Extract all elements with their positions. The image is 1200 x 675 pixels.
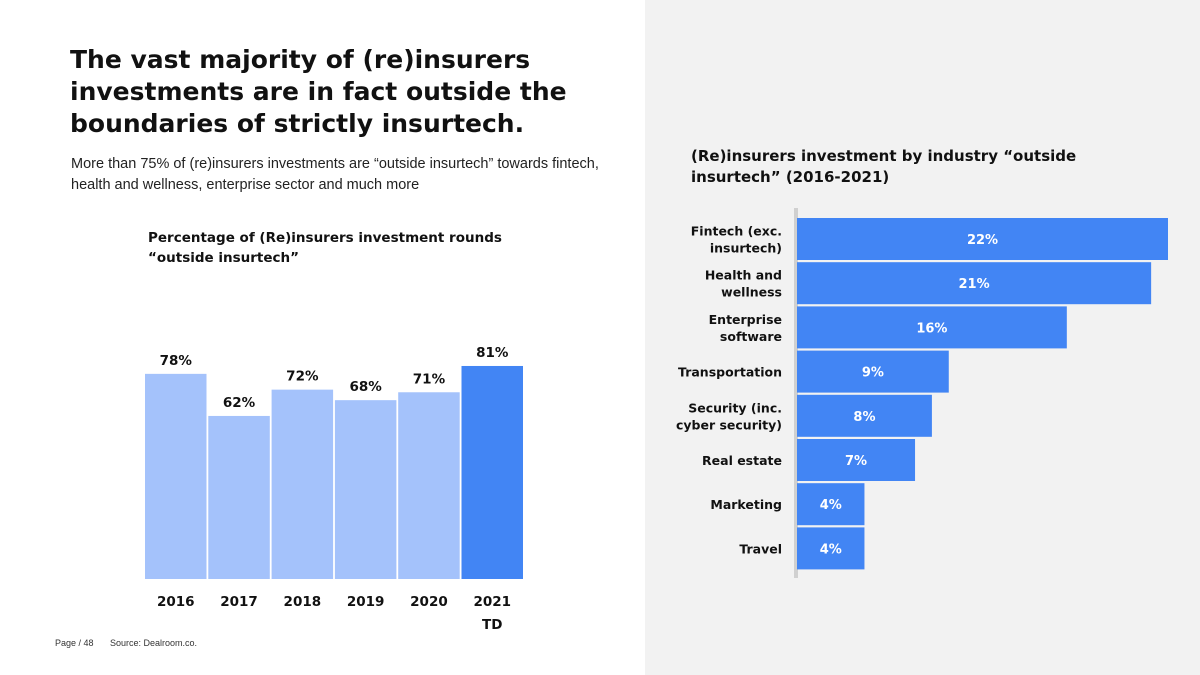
industry-bar (797, 439, 916, 481)
industry-bar-value-label: 21% (959, 277, 990, 292)
industry-bar (797, 218, 1168, 260)
page-title: The vast majority of (re)insurers invest… (70, 45, 567, 138)
industry-bar (797, 350, 949, 393)
industry-bar-value-label: 7% (845, 454, 867, 469)
industry-bar-value-label: 4% (820, 498, 842, 513)
year-axis-label: 2016 (157, 594, 195, 610)
year-axis-sublabel: TD (482, 617, 502, 633)
industry-bar (797, 483, 865, 526)
page-subtitle: More than 75% of (re)insurers investment… (71, 156, 599, 193)
year-bar (271, 389, 334, 579)
year-bar-value-label: 62% (223, 395, 256, 411)
year-bar (334, 400, 397, 579)
industry-category-label: Real estate (702, 453, 782, 468)
year-chart-title: Percentage of (Re)insurers investment ro… (148, 230, 502, 266)
industry-category-label: insurtech) (710, 241, 782, 256)
year-axis-label: 2019 (347, 594, 385, 610)
industry-bar (797, 527, 865, 570)
year-bar-value-label: 81% (476, 345, 509, 361)
industry-bar-value-label: 8% (853, 410, 875, 425)
year-bar (208, 415, 270, 579)
industry-bar-value-label: 9% (862, 366, 884, 381)
year-bar-value-label: 68% (349, 379, 382, 395)
industry-bar-value-label: 22% (967, 233, 998, 248)
year-axis-label: 2021 (473, 594, 511, 610)
year-bar (461, 365, 523, 579)
industry-bar (797, 262, 1152, 305)
year-bar-value-label: 71% (413, 371, 446, 387)
industry-category-label: Health and (705, 268, 782, 283)
year-bar-value-label: 78% (160, 353, 193, 369)
year-bar-value-label: 72% (286, 369, 319, 385)
year-axis-label: 2018 (284, 594, 322, 610)
industry-category-label: Fintech (exc. (691, 224, 782, 239)
industry-category-label: Enterprise (709, 312, 782, 327)
industry-chart-title: (Re)insurers investment by industry “out… (691, 147, 1077, 186)
source-note: Source: Dealroom.co. (110, 638, 198, 648)
industry-bar-value-label: 16% (916, 321, 947, 336)
industry-category-label: cyber security) (676, 417, 782, 432)
industry-category-label: Travel (739, 541, 782, 556)
year-axis-label: 2020 (410, 594, 448, 610)
industry-category-label: Transportation (678, 365, 782, 380)
industry-category-label: wellness (721, 285, 782, 300)
industry-bar (797, 306, 1067, 349)
industry-category-label: software (720, 329, 782, 344)
industry-bar (797, 394, 932, 437)
year-bar (398, 392, 460, 579)
page-number: Page / 48 (55, 638, 94, 648)
industry-axis-line (794, 208, 798, 578)
year-axis-label: 2017 (220, 594, 258, 610)
industry-category-label: Marketing (710, 497, 782, 512)
industry-category-label: Security (inc. (688, 400, 782, 415)
year-bar (145, 373, 207, 579)
industry-bar-value-label: 4% (820, 542, 842, 557)
